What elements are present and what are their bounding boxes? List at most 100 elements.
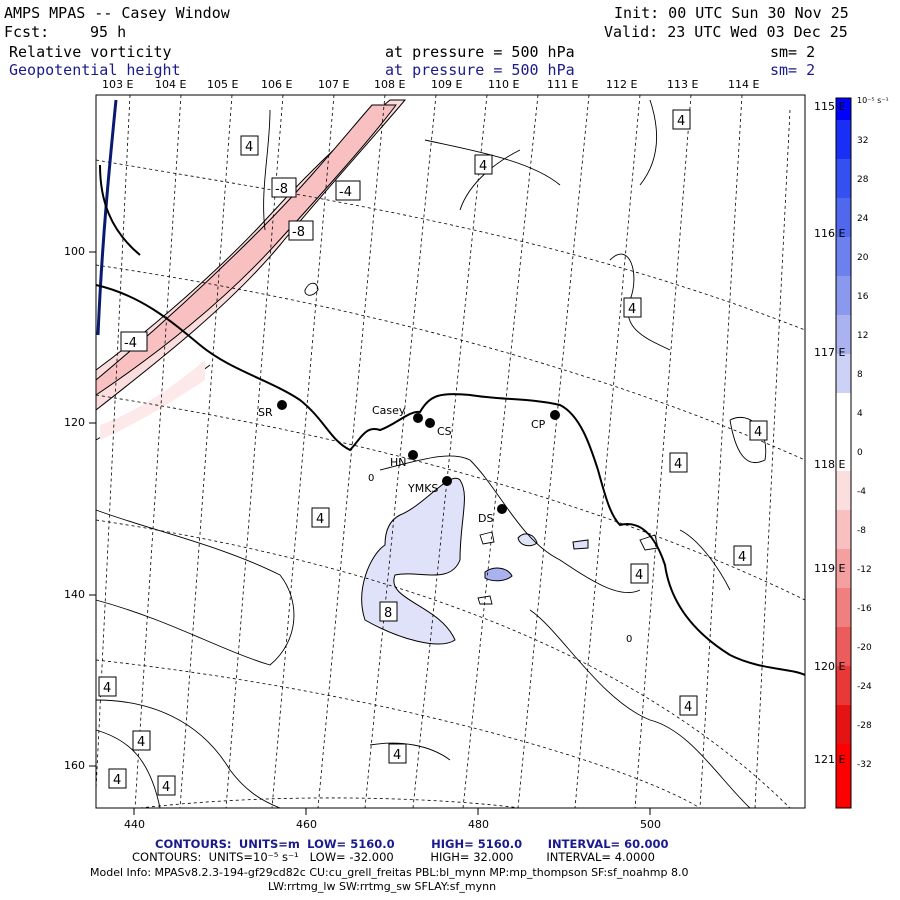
- station-ymks: [442, 476, 452, 486]
- lon-label: 103 E: [102, 78, 134, 91]
- longitude-lines: [95, 94, 791, 809]
- colorbar-swatch: [836, 276, 851, 315]
- vorticity-contours: [95, 99, 767, 809]
- contours-info-vorticity: CONTOURS: UNITS=10⁻⁵ s⁻¹ LOW= -32.000 HI…: [132, 850, 655, 864]
- contour-label: 8: [379, 601, 398, 622]
- x-tick-label: 500: [640, 818, 661, 831]
- lon-label: 113 E: [667, 78, 699, 91]
- contour-label: 4: [630, 563, 649, 584]
- contour-label: 4: [98, 676, 117, 697]
- station-label-casey: Casey: [372, 404, 406, 417]
- colorbar-labels: 10⁻⁵ s⁻¹ 32 28 24 20 16 12 8 4 0 -4 -8 -…: [857, 96, 889, 770]
- svg-text:4: 4: [674, 457, 682, 472]
- svg-text:4: 4: [113, 773, 121, 788]
- colorbar-label: -12: [857, 565, 872, 575]
- colorbar-label: 20: [857, 253, 869, 263]
- lon-label: 114 E: [728, 78, 760, 91]
- svg-text:-4: -4: [339, 185, 352, 200]
- station-cs: [425, 418, 435, 428]
- station-hn: [408, 450, 418, 460]
- contour-label: 4: [672, 109, 691, 130]
- lon-label: 111 E: [547, 78, 579, 91]
- forecast-label: Fcst:: [4, 23, 50, 41]
- colorbar-label: -8: [857, 526, 866, 536]
- svg-text:-8: -8: [275, 182, 288, 197]
- contour-label: 4: [157, 775, 176, 796]
- svg-text:4: 4: [137, 735, 145, 750]
- station-label-ds: DS: [478, 512, 493, 525]
- contour-label: 4: [388, 743, 407, 764]
- init-time: Init: 00 UTC Sun 30 Nov 25: [614, 4, 849, 22]
- colorbar-label: 12: [857, 331, 868, 341]
- colorbar-swatch: [836, 510, 851, 549]
- station-casey: [413, 413, 423, 423]
- colorbar-swatch: [836, 549, 851, 588]
- lon-label: 106 E: [261, 78, 293, 91]
- station-label-sr: SR: [258, 406, 273, 419]
- coastline: [95, 284, 806, 676]
- svg-text:4: 4: [479, 159, 487, 174]
- lon-label-right: 118 E: [814, 458, 846, 471]
- colorbar-swatch: [836, 237, 851, 276]
- colorbar-swatch: [836, 471, 851, 510]
- contour-label: 0: [626, 634, 632, 645]
- svg-text:8: 8: [384, 606, 392, 621]
- valid-time: Valid: 23 UTC Wed 03 Dec 25: [604, 23, 848, 41]
- y-tick-label: 120: [64, 416, 85, 429]
- field2-smoothing: sm= 2: [770, 61, 816, 79]
- colorbar-label: -16: [857, 604, 872, 614]
- colorbar-swatch: [836, 432, 851, 471]
- station-label-ymks: YMKS: [407, 482, 438, 495]
- colorbar-swatch: [836, 744, 851, 808]
- contour-label: 0: [368, 473, 374, 484]
- geopotential-contour: [96, 99, 118, 336]
- colorbar-label: -4: [857, 487, 866, 497]
- lon-label: 109 E: [431, 78, 463, 91]
- contour-label: 4: [733, 545, 752, 566]
- station-markers: [277, 400, 560, 514]
- map-title: AMPS MPAS -- Casey Window: [4, 4, 230, 22]
- colorbar-label: -28: [857, 721, 872, 731]
- field1-smoothing: sm= 2: [770, 43, 816, 61]
- colorbar-swatch: [836, 354, 851, 393]
- colorbar-swatch: [836, 588, 851, 627]
- contour-label: -8: [288, 220, 314, 241]
- colorbar-swatch: [836, 393, 851, 432]
- field2-name: Geopotential height: [9, 61, 181, 79]
- lon-label: 107 E: [318, 78, 350, 91]
- svg-text:4: 4: [162, 780, 170, 795]
- svg-text:4: 4: [316, 512, 324, 527]
- field2-pressure: at pressure = 500 hPa: [385, 61, 575, 79]
- colorbar-swatch: [836, 315, 851, 354]
- colorbar-swatch: [836, 198, 851, 237]
- contour-label: 4: [669, 452, 688, 473]
- x-tick-label: 480: [468, 818, 489, 831]
- contours-info-height: CONTOURS: UNITS=m LOW= 5160.0 HIGH= 5160…: [155, 837, 669, 851]
- svg-text:4: 4: [738, 550, 746, 565]
- latitude-lines: [95, 159, 806, 809]
- contour-label: 4: [311, 507, 330, 528]
- colorbar-label: -24: [857, 682, 872, 692]
- station-label-hn: HN: [390, 456, 407, 469]
- colorbar-unit: 10⁻⁵ s⁻¹: [857, 96, 889, 105]
- contour-label: 4: [474, 154, 493, 175]
- forecast-hours: 95 h: [90, 23, 127, 41]
- station-labels: SR Casey CS HN YMKS DS CP: [258, 404, 546, 525]
- contour-label: -4: [120, 331, 148, 352]
- colorbar-label: 28: [857, 175, 869, 185]
- lon-label: 104 E: [155, 78, 187, 91]
- y-tick-label: 100: [64, 245, 85, 258]
- svg-text:4: 4: [635, 568, 643, 583]
- contour-label: 4: [108, 768, 127, 789]
- colorbar-label: 32: [857, 136, 868, 146]
- colorbar-label: -32: [857, 760, 872, 770]
- lon-label: 108 E: [374, 78, 406, 91]
- colorbar: [835, 97, 852, 809]
- lon-label-right: 117 E: [814, 346, 846, 359]
- field1-name: Relative vorticity: [9, 43, 172, 61]
- svg-text:4: 4: [393, 748, 401, 763]
- colorbar-swatch: [836, 120, 851, 159]
- model-info: Model Info: MPASv8.2.3-194-gf29cd82c CU:…: [90, 866, 689, 879]
- map-frame: [95, 94, 806, 809]
- colorbar-swatch: [836, 705, 851, 744]
